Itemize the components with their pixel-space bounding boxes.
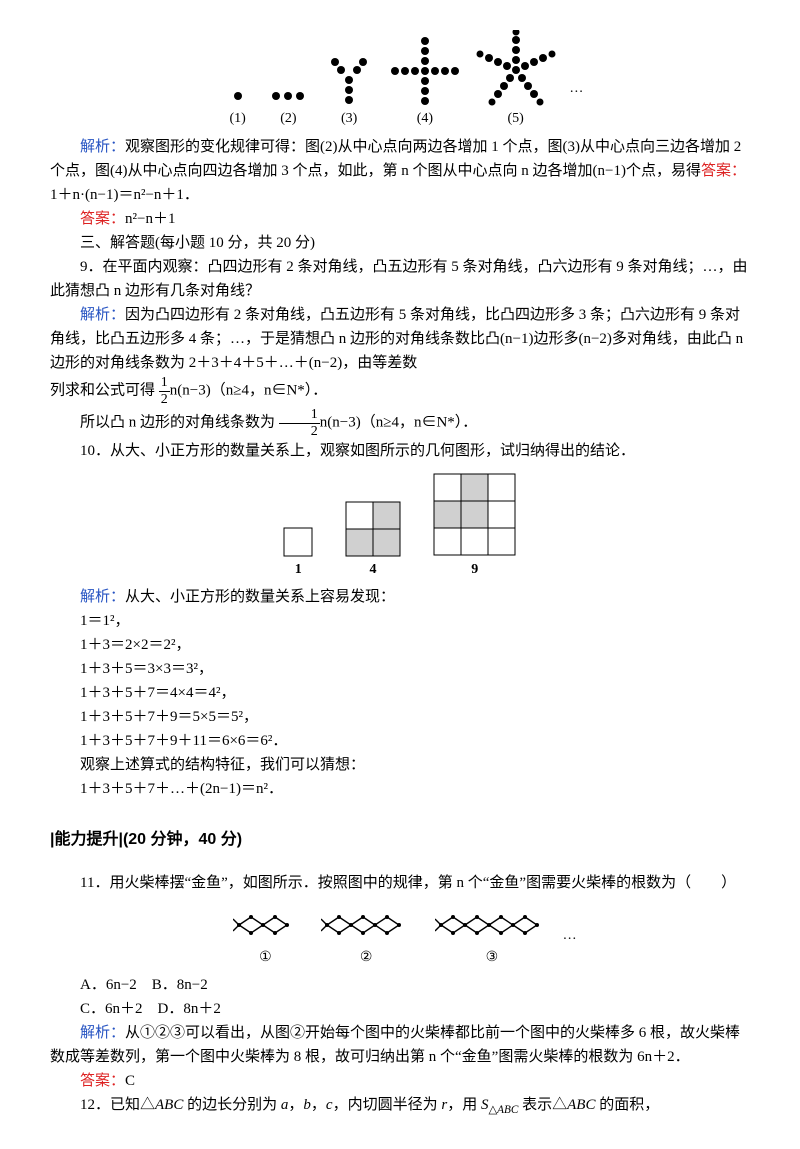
analysis-1-formula: 1＋n·(n−1)＝n²−n＋1． xyxy=(50,187,199,203)
question-10-conclusion-a: 观察上述算式的结构特征，我们可以猜想： xyxy=(50,753,750,777)
eq-line: 1＋3＋5＋7＋9＋11＝6×6＝6²． xyxy=(50,729,750,753)
question-11-analysis: 解析：从①②③可以看出，从图②开始每个图中的火柴棒都比前一个图中的火柴棒多 6 … xyxy=(50,1021,750,1069)
answer-11: 答案：C xyxy=(50,1069,750,1093)
question-10-conclusion-b: 1＋3＋5＋7＋…＋(2n−1)＝n²． xyxy=(50,777,750,801)
answer-label: 答案： xyxy=(80,1073,125,1089)
question-9-analysis-c: 列求和公式可得 xyxy=(50,383,155,399)
squares-figures: 1 4 9 xyxy=(50,473,750,581)
square-label-9: 9 xyxy=(433,559,517,581)
fraction-one-half: 12 xyxy=(159,375,170,407)
analysis-label: 解析： xyxy=(80,1025,125,1041)
fish-figure-3: ③ xyxy=(435,905,549,969)
question-11-analysis-text: 从①②③可以看出，从图②开始每个图中的火柴棒都比前一个图中的火柴棒多 6 根，故… xyxy=(50,1025,740,1065)
question-10-analysis-text: 从大、小正方形的数量关系上容易发现： xyxy=(125,589,395,605)
answer-inline-label: 答案： xyxy=(701,163,746,179)
square-figure-1: 1 xyxy=(283,527,313,581)
dot-figure-1: (1) xyxy=(223,40,253,130)
analysis-label: 解析： xyxy=(80,139,125,155)
question-11-choices-row2: C．6n＋2 D．8n＋2 xyxy=(50,997,750,1021)
analysis-label: 解析： xyxy=(80,589,125,605)
dot-figure-label-4: (4) xyxy=(390,108,460,130)
dot-figure-2: (2) xyxy=(268,40,308,130)
dot-figure-label-3: (3) xyxy=(324,108,374,130)
square-label-4: 4 xyxy=(345,559,401,581)
fish-label-3: ③ xyxy=(435,947,549,969)
question-11: 11．用火柴棒摆“金鱼”，如图所示．按照图中的规律，第 n 个“金鱼”图需要火柴… xyxy=(50,871,750,895)
dot-figures: (1) (2) (3) xyxy=(50,30,750,130)
square-figure-9: 9 xyxy=(433,473,517,581)
question-9-analysis-text: 因为凸四边形有 2 条对角线，凸五边形有 5 条对角线，比凸四边形多 3 条；凸… xyxy=(50,307,743,371)
fish-figure-1: ① xyxy=(233,905,297,969)
question-12: 12．已知△ABC 的边长分别为 a，b，c，内切圆半径为 r，用 S△ABC … xyxy=(50,1093,750,1119)
eq-line: 1＋3＋5＝3×3＝3²， xyxy=(50,657,750,681)
question-9: 9．在平面内观察：凸四边形有 2 条对角线，凸五边形有 5 条对角线，凸六边形有… xyxy=(50,255,750,303)
fish-figure-2: ② xyxy=(321,905,411,969)
question-9-analysis-d: n(n−3)（n≥4，n∈N*）． xyxy=(170,383,328,399)
eq-line: 1＋3＋5＋7＋9＝5×5＝5²， xyxy=(50,705,750,729)
question-9-analysis: 解析：因为凸四边形有 2 条对角线，凸五边形有 5 条对角线，比凸四边形多 3 … xyxy=(50,303,750,375)
question-10-analysis: 解析：从大、小正方形的数量关系上容易发现： xyxy=(50,585,750,609)
fish-ellipsis: … xyxy=(563,925,577,969)
fish-label-2: ② xyxy=(321,947,411,969)
question-9-conclusion-a: 所以凸 n 边形的对角线条数为 xyxy=(80,415,275,431)
fraction-one-half: 12 xyxy=(279,407,320,439)
eq-line: 1＋3＋5＋7＝4×4＝4²， xyxy=(50,681,750,705)
question-9-conclusion: 所以凸 n 边形的对角线条数为 12n(n−3)（n≥4，n∈N*）． xyxy=(50,407,750,439)
square-label-1: 1 xyxy=(283,559,313,581)
answer-1: 答案：n²−n＋1 xyxy=(50,207,750,231)
dot-figure-label-2: (2) xyxy=(268,108,308,130)
question-9-conclusion-b: n(n−3)（n≥4，n∈N*）． xyxy=(320,415,478,431)
dot-figure-ellipsis: … xyxy=(569,78,583,130)
analysis-label: 解析： xyxy=(80,307,125,323)
dot-figure-3: (3) xyxy=(324,40,374,130)
question-9-analysis-cont: 列求和公式可得 12n(n−3)（n≥4，n∈N*）． xyxy=(50,375,750,407)
dot-figure-4: (4) xyxy=(390,36,460,130)
answer-1-text: n²−n＋1 xyxy=(125,211,175,227)
fish-label-1: ① xyxy=(233,947,297,969)
eq-line: 1＋3＝2×2＝2²， xyxy=(50,633,750,657)
dot-figure-label-1: (1) xyxy=(223,108,253,130)
eq-line: 1＝1²， xyxy=(50,609,750,633)
fish-figures: ① ② xyxy=(50,905,750,969)
square-figure-4: 4 xyxy=(345,501,401,581)
ability-section-header: |能力提升|(20 分钟，40 分) xyxy=(50,827,750,853)
dot-figure-label-5: (5) xyxy=(476,108,556,130)
answer-label: 答案： xyxy=(80,211,125,227)
analysis-1: 解析：观察图形的变化规律可得：图(2)从中心点向两边各增加 1 个点，图(3)从… xyxy=(50,135,750,207)
answer-11-text: C xyxy=(125,1073,135,1089)
dot-figure-5: (5) xyxy=(476,30,556,130)
question-10: 10．从大、小正方形的数量关系上，观察如图所示的几何图形，试归纳得出的结论． xyxy=(50,439,750,463)
analysis-1-text: 观察图形的变化规律可得：图(2)从中心点向两边各增加 1 个点，图(3)从中心点… xyxy=(50,139,741,179)
section-3-header: 三、解答题(每小题 10 分，共 20 分) xyxy=(50,231,750,255)
question-11-choices-row1: A．6n−2 B．8n−2 xyxy=(50,973,750,997)
